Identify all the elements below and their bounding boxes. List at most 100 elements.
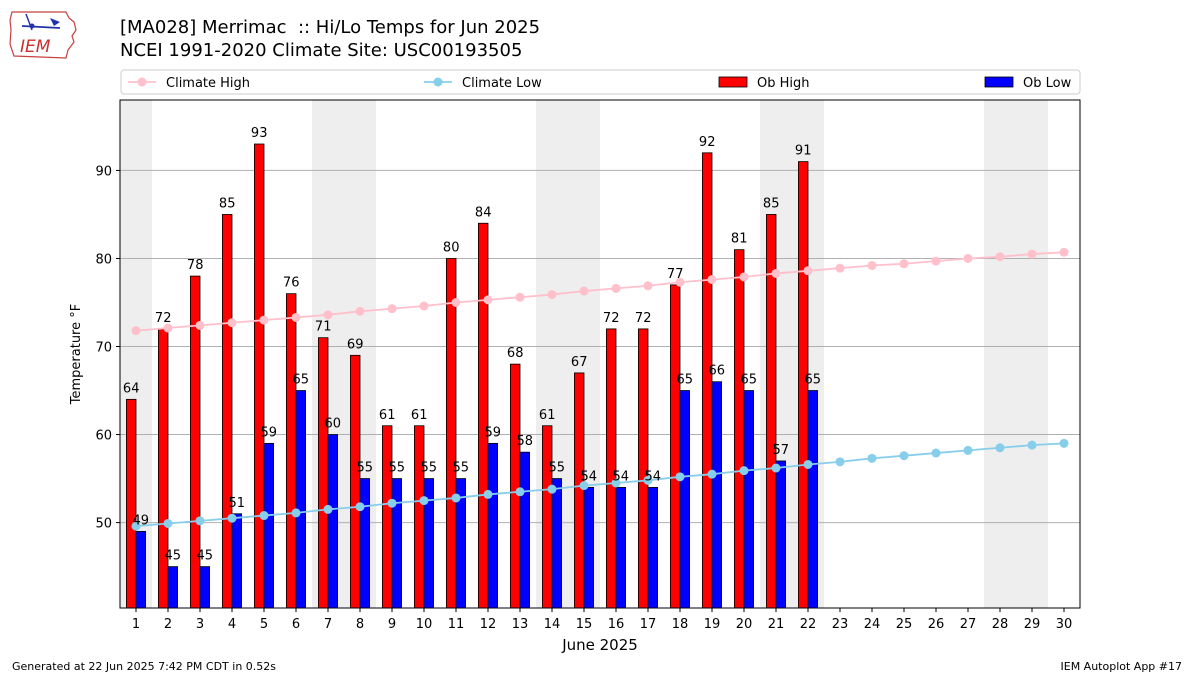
x-tick-label: 14 (544, 617, 561, 632)
ob-low-label: 65 (293, 373, 310, 388)
ob-low-bar (679, 390, 691, 609)
climate-low-point (387, 498, 397, 508)
climate-high-point (323, 310, 333, 320)
ob-low-bar (647, 486, 659, 609)
y-axis-label: Temperature °F (69, 304, 84, 405)
ob-high-bar (381, 425, 393, 609)
weather-station-arm (21, 25, 61, 29)
x-tick-label: 12 (480, 617, 497, 632)
y-tick-label: 50 (95, 517, 112, 532)
ob-low-label: 65 (741, 373, 758, 388)
climate-low-point (739, 466, 749, 476)
climate-low-point (227, 513, 237, 523)
x-tick-label: 7 (324, 617, 332, 632)
climate-high-point (867, 261, 877, 271)
ob-low-label: 54 (613, 469, 630, 484)
climate-high-point (771, 268, 781, 278)
climate-high-point (259, 315, 269, 325)
ob-low-bar (135, 531, 147, 609)
weekend-shade (984, 100, 1016, 608)
logo-text: IEM (20, 37, 51, 57)
ob-high-label: 77 (667, 267, 684, 282)
x-tick-label: 18 (672, 617, 689, 632)
ob-low-bar (391, 478, 403, 609)
ob-low-bar (743, 390, 755, 609)
legend-marker-swatch (137, 77, 147, 87)
autoplot-app-label: IEM Autoplot App #17 (1060, 660, 1183, 673)
chart-legend: Climate High Climate Low Ob High Ob Low (120, 69, 1081, 95)
climate-low-point (355, 502, 365, 512)
ob-high-label: 91 (795, 144, 812, 159)
climate-high-point (163, 323, 173, 333)
climate-low-point (291, 508, 301, 518)
ob-high-label: 78 (187, 258, 204, 273)
ob-high-bar (670, 284, 681, 609)
weekend-shade (1016, 100, 1048, 608)
x-tick-label: 29 (1024, 617, 1041, 632)
climate-high-point (963, 253, 973, 263)
climate-low-point (803, 459, 813, 469)
ob-low-label: 65 (805, 373, 822, 388)
climate-high-point (547, 290, 557, 300)
ob-low-bar (711, 381, 723, 609)
climate-high-point (483, 295, 493, 305)
ob-high-label: 64 (123, 381, 140, 396)
legend-marker-swatch (433, 77, 443, 87)
chart-title: [MA028] Merrimac :: Hi/Lo Temps for Jun … (120, 17, 541, 38)
ob-low-bar (263, 442, 275, 609)
ob-high-bar (285, 293, 297, 609)
x-tick-label: 24 (864, 617, 881, 632)
climate-low-point (323, 504, 333, 514)
iowa-state-outline (9, 11, 77, 59)
climate-high-point (195, 320, 205, 330)
climate-low-point (419, 496, 429, 506)
ob-low-label: 58 (517, 434, 534, 449)
ob-high-bar (542, 425, 553, 609)
ob-low-label: 45 (197, 549, 214, 564)
ob-high-label: 61 (411, 408, 428, 423)
climate-high-point (1027, 249, 1037, 259)
climate-high-point (419, 301, 429, 311)
ob-high-label: 61 (379, 408, 396, 423)
weather-station-dot (29, 23, 35, 29)
ob-low-label: 57 (773, 443, 790, 458)
ob-low-label: 51 (229, 496, 246, 511)
y-tick-label: 90 (95, 164, 112, 179)
x-tick-label: 15 (576, 617, 593, 632)
x-tick-label: 1 (132, 617, 140, 632)
ob-high-label: 76 (283, 276, 300, 291)
ob-low-label: 55 (453, 461, 470, 476)
ob-high-label: 81 (731, 232, 748, 247)
ob-high-bar (702, 152, 713, 609)
ob-low-bar (199, 566, 211, 609)
climate-low-point (931, 448, 941, 458)
legend-entry-label: Climate High (166, 76, 250, 91)
legend-bar-swatch (718, 76, 748, 88)
x-tick-label: 11 (448, 617, 465, 632)
ob-low-bar (487, 442, 499, 609)
climate-low-line (135, 442, 1065, 528)
ob-high-label: 80 (443, 240, 460, 255)
x-tick-label: 5 (260, 617, 268, 632)
climate-high-point (643, 281, 653, 291)
ob-low-label: 55 (357, 461, 374, 476)
ob-low-label: 55 (389, 461, 406, 476)
ob-low-bar (327, 434, 339, 609)
ob-high-label: 61 (539, 408, 556, 423)
ob-high-label: 69 (347, 337, 364, 352)
ob-low-bar (775, 460, 787, 609)
x-tick-label: 3 (196, 617, 204, 632)
x-tick-label: 22 (800, 617, 817, 632)
climate-low-point (963, 445, 973, 455)
climate-low-point (451, 493, 461, 503)
climate-low-point (707, 469, 717, 479)
climate-high-point (227, 318, 237, 328)
climate-low-point (675, 472, 685, 482)
ob-low-label: 45 (165, 549, 182, 564)
climate-high-point (675, 277, 685, 287)
climate-low-point (643, 475, 653, 485)
climate-high-point (835, 263, 845, 273)
x-tick-label: 21 (768, 617, 785, 632)
climate-high-point (579, 286, 589, 296)
